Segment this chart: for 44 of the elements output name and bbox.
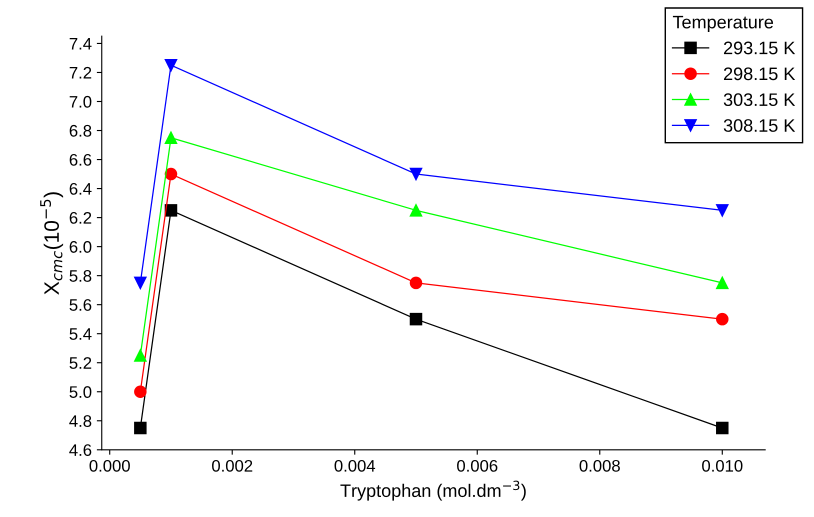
point: [164, 58, 178, 72]
point: [716, 312, 729, 326]
x-axis-title: Tryptophan (mol.dm$^{−3}$): [340, 480, 526, 501]
x-tick-label: 0.002: [212, 460, 252, 472]
legend-label: 308.15 K: [724, 119, 796, 132]
legend-label: 298.15 K: [724, 67, 796, 80]
point: [134, 385, 147, 398]
point: [134, 276, 147, 290]
y-tick-label: 7.0: [70, 96, 92, 108]
x-tick-label: 0.008: [580, 460, 620, 472]
x-tick-label: 0.000: [90, 460, 130, 472]
point: [716, 422, 729, 434]
y-tick-label: 7.2: [70, 66, 92, 79]
legend-title: Temperature: [672, 16, 774, 32]
point: [410, 204, 422, 217]
y-tick-label: 5.8: [70, 270, 92, 282]
y-tick-label: 5.6: [70, 299, 92, 311]
y-tick-label: 5.4: [70, 328, 92, 340]
point: [410, 276, 422, 290]
y-tick-label: 6.0: [70, 241, 92, 253]
x-tick-label: 0.006: [457, 460, 498, 472]
point: [164, 132, 178, 144]
point: [716, 204, 729, 217]
y-tick-label: 4.8: [69, 415, 92, 427]
point: [164, 168, 178, 180]
point: [134, 422, 147, 434]
point: [134, 349, 147, 362]
y-tick-label: 5.2: [70, 357, 92, 369]
y-tick-label: 6.4: [70, 182, 92, 195]
legend-label: 293.15 K: [724, 42, 796, 54]
y-tick-label: 4.6: [69, 444, 92, 456]
point: [164, 204, 178, 217]
point: [410, 168, 422, 180]
y-tick-label: 7.4: [70, 38, 92, 50]
point: [716, 276, 729, 290]
y-tick-label: 6.2: [70, 212, 92, 224]
y-axis-title: X$_{cmc}$(10$^{−5}$): [40, 192, 64, 295]
y-tick-label: 6.8: [70, 124, 92, 137]
x-tick-label: 0.004: [334, 460, 376, 472]
y-tick-label: 5.0: [70, 386, 92, 398]
x-tick-label: 0.010: [702, 460, 742, 472]
point: [410, 312, 422, 326]
legend-label: 303.15 K: [724, 93, 796, 106]
y-tick-label: 6.6: [70, 154, 92, 166]
